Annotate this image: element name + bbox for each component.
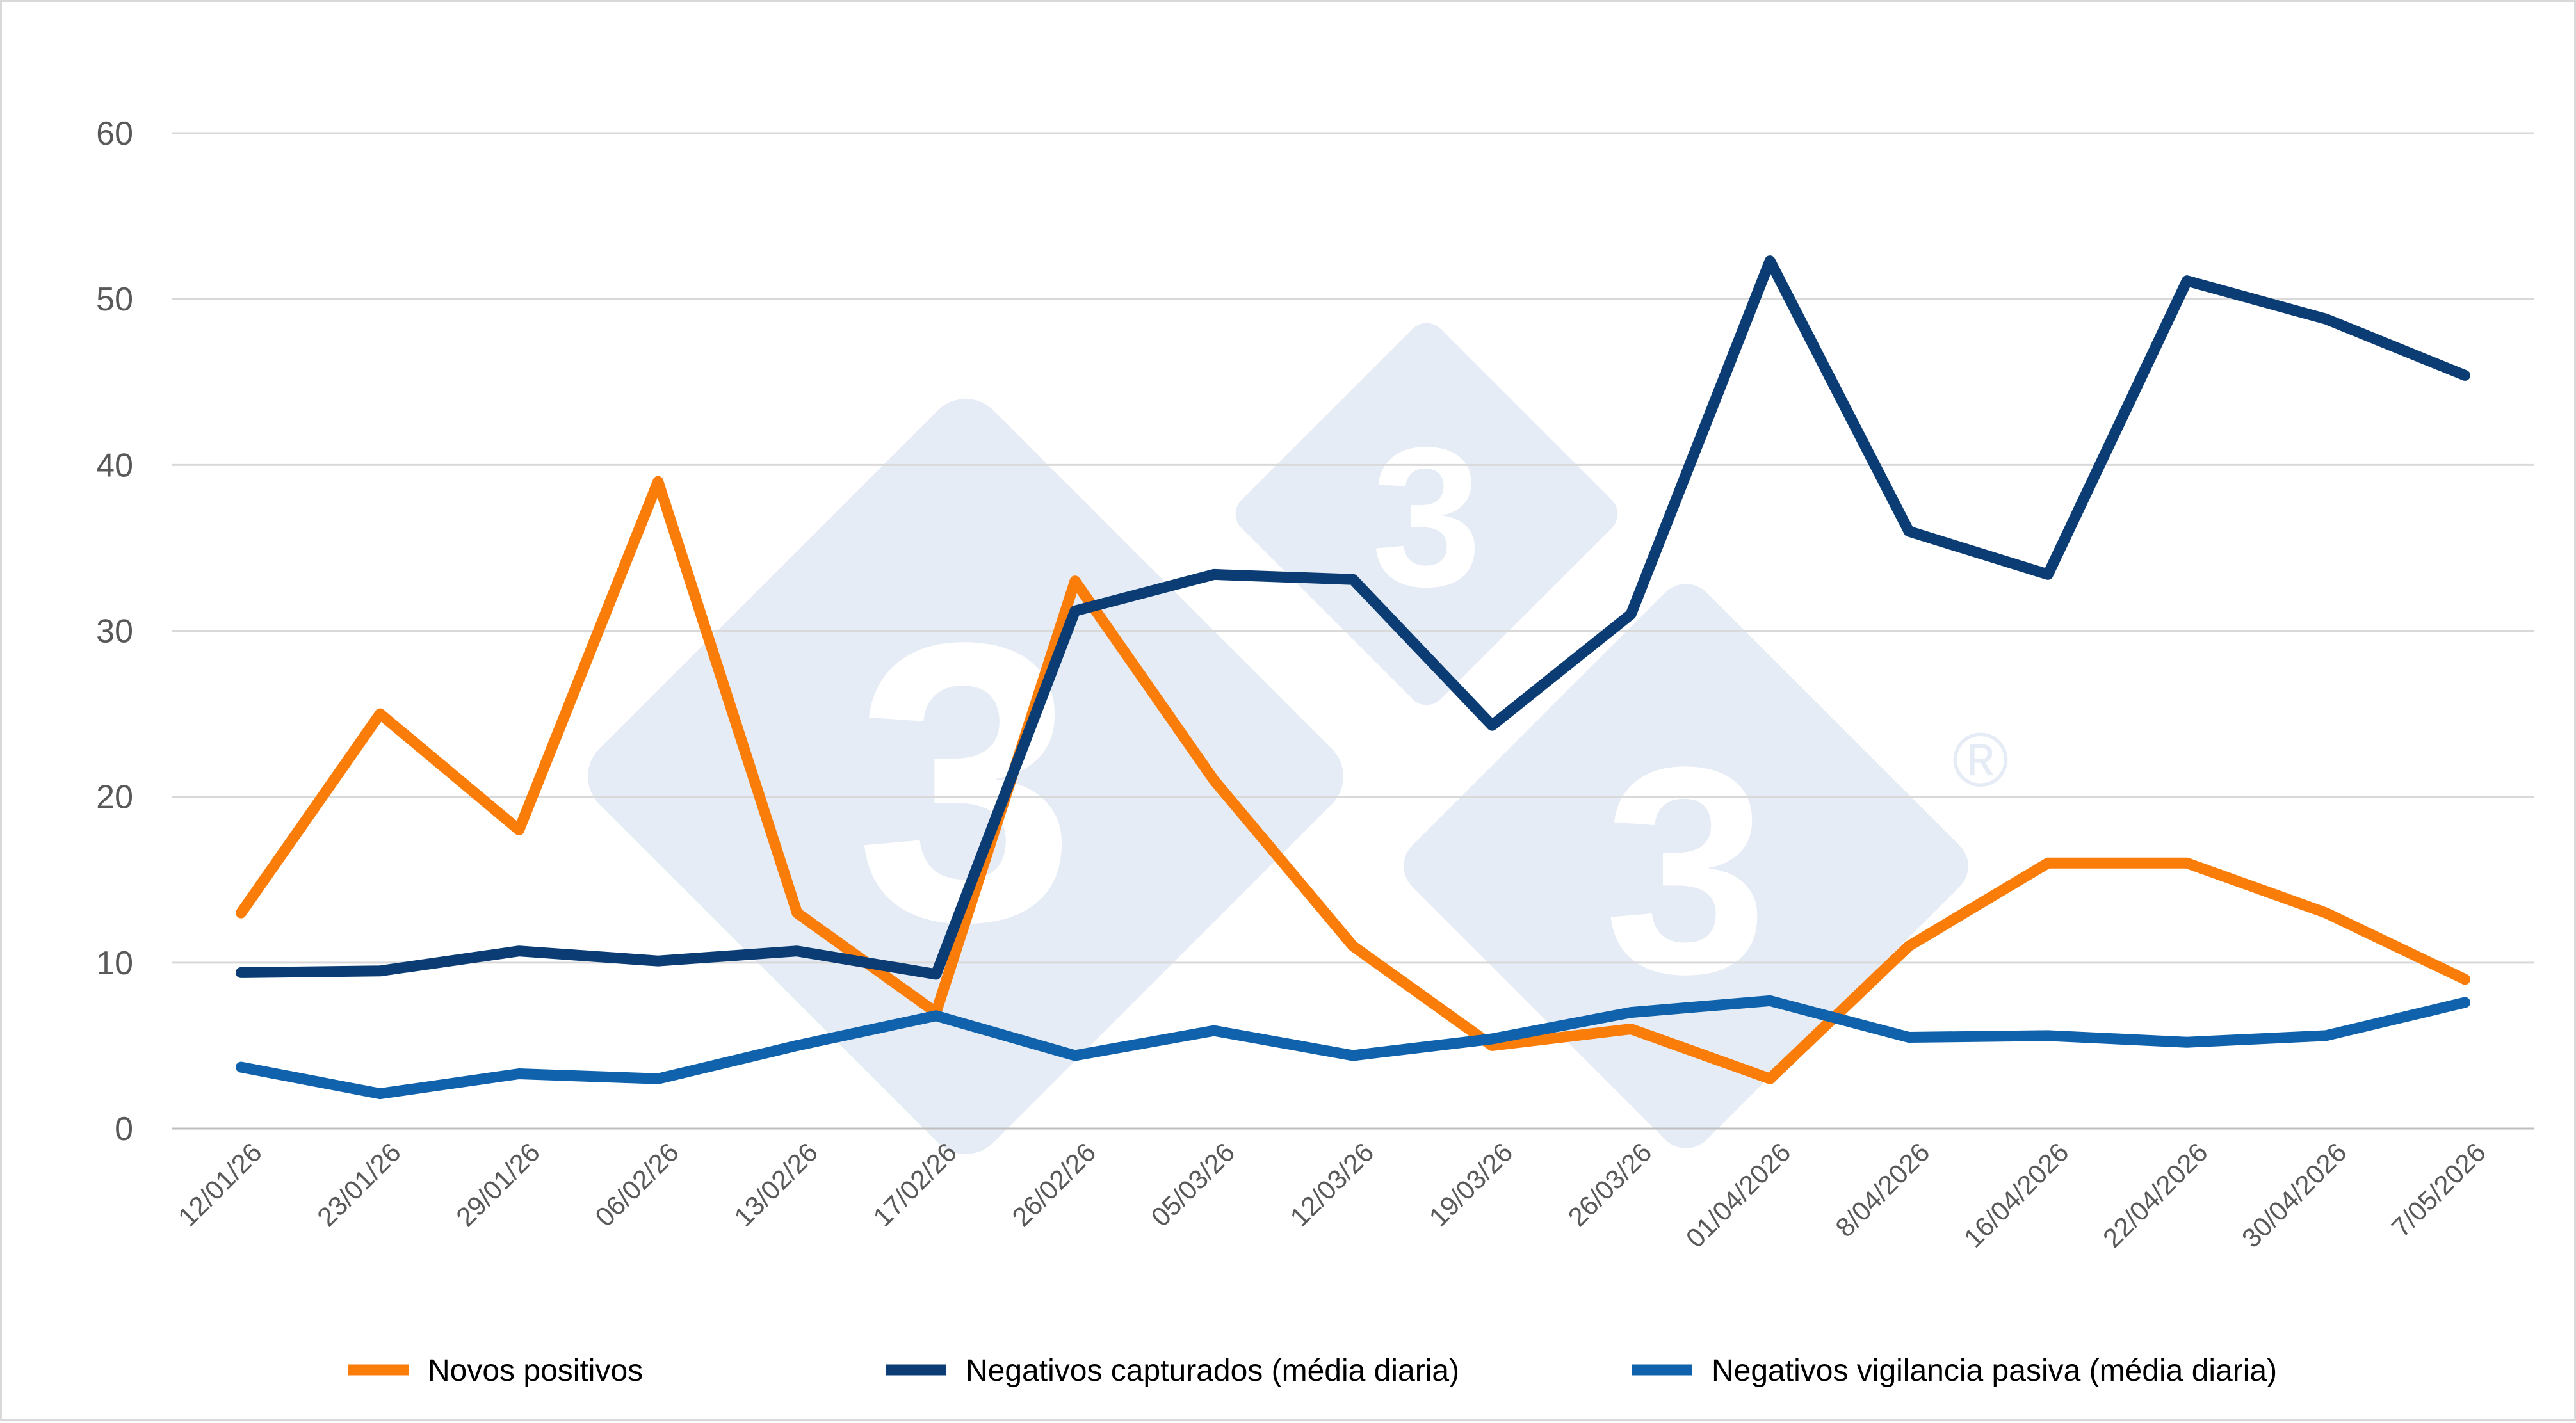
data-point — [934, 1014, 937, 1017]
x-tick-label: 13/02/26 — [728, 1137, 823, 1232]
y-tick-label: 10 — [96, 945, 133, 982]
data-point — [378, 969, 382, 972]
data-point — [1212, 778, 1215, 782]
data-point — [1073, 1054, 1076, 1057]
data-point — [1352, 578, 1354, 581]
data-point — [2185, 862, 2189, 865]
data-point — [2185, 1041, 2189, 1044]
x-tick-label: 01/04/2026 — [1680, 1137, 1797, 1253]
legend-label: Novos positivos — [428, 1354, 643, 1388]
data-point — [1908, 530, 1911, 533]
data-point — [1630, 613, 1633, 616]
data-point — [2324, 1034, 2328, 1037]
data-point — [1352, 1054, 1354, 1057]
series-lines — [236, 255, 2470, 1100]
data-point — [1212, 573, 1215, 576]
data-point — [517, 1072, 521, 1075]
data-point — [1630, 1011, 1633, 1014]
x-tick-label: 30/04/2026 — [2236, 1137, 2353, 1253]
data-point — [2463, 1001, 2467, 1004]
x-tick-label: 26/02/26 — [1006, 1137, 1101, 1232]
data-point — [795, 912, 798, 915]
x-tick-label: 7/05/2026 — [2385, 1137, 2491, 1242]
data-point — [1908, 944, 1911, 947]
data-point — [517, 949, 521, 953]
data-point — [656, 960, 660, 963]
x-tick-label: 26/03/26 — [1562, 1137, 1658, 1232]
watermark-digit: 3 — [1604, 707, 1768, 1035]
x-tick-label: 06/02/26 — [589, 1137, 685, 1232]
data-point — [1352, 944, 1354, 947]
data-point — [1491, 1044, 1494, 1047]
data-point — [795, 949, 798, 953]
legend-label: Negativos vigilancia pasiva (média diari… — [1712, 1354, 2277, 1388]
x-tick-label: 05/03/26 — [1145, 1137, 1240, 1232]
data-point — [656, 480, 660, 483]
x-axis: 12/01/26 23/01/26 29/01/26 06/02/26 13/02/26… — [172, 1137, 2491, 1253]
data-point — [1769, 999, 1772, 1002]
data-point — [378, 712, 382, 716]
x-tick-label: 12/01/26 — [172, 1137, 268, 1232]
data-point — [1630, 1027, 1633, 1031]
data-point — [2046, 862, 2050, 865]
y-tick-label: 60 — [96, 115, 133, 152]
data-point — [656, 1077, 660, 1081]
data-point — [517, 828, 521, 832]
x-tick-label: 12/03/26 — [1284, 1137, 1380, 1232]
data-point — [2324, 912, 2328, 915]
data-point — [239, 1066, 243, 1069]
data-point — [934, 972, 937, 976]
watermark-diamond — [1235, 323, 1618, 705]
data-point — [239, 971, 243, 974]
data-point — [2324, 318, 2328, 321]
data-point — [1769, 259, 1772, 262]
data-point — [1073, 609, 1076, 613]
gridlines — [172, 132, 2534, 1130]
data-point — [2463, 977, 2467, 981]
data-point — [2463, 374, 2467, 377]
watermark-digit: 3 — [1372, 406, 1482, 628]
watermark-registered-mark: ® — [1952, 717, 2009, 803]
legend: Novos positivos Negativos capturados (méd… — [348, 1354, 2277, 1388]
x-tick-label: 8/04/2026 — [1829, 1137, 1935, 1242]
data-point — [1491, 1038, 1494, 1041]
y-tick-label: 30 — [96, 613, 133, 650]
x-tick-label: 19/03/26 — [1423, 1137, 1519, 1232]
data-point — [378, 1092, 382, 1095]
y-tick-label: 20 — [96, 779, 133, 816]
legend-label: Negativos capturados (média diaria) — [966, 1354, 1459, 1388]
x-tick-label: 23/01/26 — [311, 1137, 407, 1232]
y-axis: 0 10 20 30 40 50 60 — [96, 115, 133, 1148]
data-point — [2046, 573, 2050, 576]
data-point — [2185, 279, 2189, 282]
data-point — [2046, 1034, 2050, 1037]
data-point — [1491, 724, 1494, 727]
y-tick-label: 40 — [96, 447, 133, 484]
data-point — [1073, 579, 1076, 583]
x-tick-label: 29/01/26 — [450, 1137, 546, 1232]
series-line — [236, 995, 2470, 1100]
data-point — [1769, 1077, 1772, 1081]
watermark-diamond — [1404, 584, 1968, 1148]
y-tick-label: 50 — [96, 281, 133, 318]
y-tick-label: 0 — [115, 1111, 133, 1148]
x-tick-label: 22/04/2026 — [2097, 1137, 2214, 1253]
x-tick-label: 17/02/26 — [867, 1137, 962, 1232]
x-tick-label: 16/04/2026 — [1958, 1137, 2075, 1253]
data-point — [1212, 1029, 1215, 1033]
data-point — [1908, 1036, 1911, 1039]
data-point — [795, 1044, 798, 1047]
data-point — [239, 912, 243, 915]
